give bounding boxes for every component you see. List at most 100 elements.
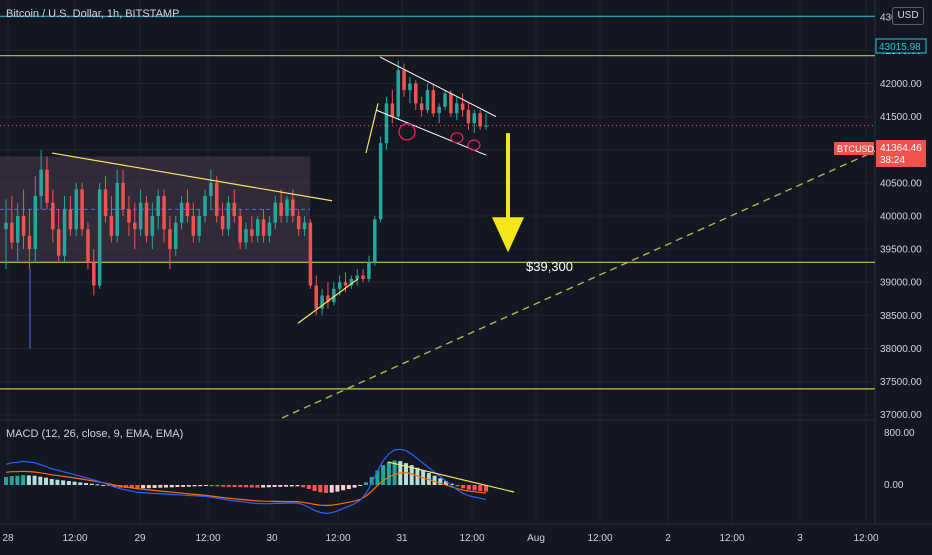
macd-bar-30 — [175, 485, 180, 487]
currency-button[interactable]: USD — [892, 7, 924, 25]
time-tick-0: 28 — [2, 533, 14, 544]
candle-body-38 — [226, 202, 231, 230]
time-tick-7: 12:00 — [459, 533, 484, 544]
price-tick-11: 37500.00 — [880, 377, 922, 388]
macd-bar-16 — [95, 484, 100, 486]
candle-body-28 — [168, 229, 172, 250]
price-tick-7: 39500.00 — [880, 245, 922, 256]
macd-bar-58 — [335, 485, 340, 492]
price-tick-9: 38500.00 — [880, 311, 922, 322]
macd-bar-2 — [15, 475, 20, 485]
candle-body-30 — [179, 202, 184, 223]
macd-bar-12 — [72, 481, 77, 485]
time-tick-9: 12:00 — [587, 533, 612, 544]
dashed-diagonal-trendline — [281, 150, 876, 419]
candle-body-36 — [214, 182, 219, 216]
candle-body-14 — [86, 229, 90, 263]
candle-body-43 — [255, 219, 260, 236]
countdown-tag: 38:24 — [880, 155, 905, 166]
price-axis: 43000.0042500.0042000.0041500.0041000.00… — [880, 13, 922, 491]
macd-pane — [4, 448, 515, 515]
time-tick-5: 12:00 — [325, 533, 350, 544]
candle-body-59 — [349, 278, 354, 286]
macd-bar-62 — [358, 485, 363, 486]
macd-bar-32 — [186, 485, 191, 487]
candle-body-56 — [332, 288, 336, 303]
candle-body-74 — [437, 106, 441, 114]
cyan-level-tag: 43015.98 — [879, 42, 921, 53]
macd-bar-27 — [158, 485, 163, 488]
candle-body-6 — [39, 169, 43, 197]
candle-body-15 — [92, 262, 96, 286]
candle-body-70 — [414, 83, 418, 104]
candle-body-12 — [74, 189, 78, 230]
macd-bar-66 — [381, 465, 386, 485]
macd-bar-54 — [312, 485, 317, 491]
candle-body-81 — [478, 113, 482, 127]
candle-body-47 — [279, 202, 283, 216]
macd-bar-56 — [324, 485, 328, 493]
macd-bar-84 — [484, 485, 488, 492]
macd-bar-23 — [135, 485, 140, 489]
candle-body-1 — [10, 222, 14, 243]
macd-bar-14 — [84, 483, 88, 485]
macd-bar-76 — [438, 478, 443, 485]
time-tick-8: Aug — [527, 533, 545, 544]
channel-upper — [379, 56, 497, 118]
price-tick-10: 38000.00 — [880, 344, 922, 355]
candle-body-57 — [337, 282, 342, 289]
candle-body-11 — [68, 209, 73, 230]
macd-bar-42 — [244, 485, 248, 488]
candle-body-53 — [314, 285, 318, 309]
target-label: $39,300 — [526, 259, 573, 274]
candle-body-37 — [220, 215, 225, 230]
macd-signal-line — [5, 470, 487, 507]
candle-body-61 — [361, 275, 365, 279]
macd-bar-63 — [364, 482, 368, 485]
macd-bar-28 — [164, 485, 168, 488]
rising-wedge-line — [297, 278, 359, 324]
candle-body-44 — [261, 219, 266, 236]
candle-body-25 — [150, 215, 155, 236]
candle-body-67 — [396, 70, 400, 117]
candle-body-39 — [232, 202, 237, 216]
macd-tick-0: 800.00 — [884, 428, 915, 439]
macd-bar-77 — [444, 481, 448, 485]
candle-body-62 — [367, 262, 371, 279]
flag-pole-line — [365, 103, 379, 154]
price-tick-8: 39000.00 — [880, 278, 922, 289]
candle-body-82 — [484, 125, 488, 127]
symbol-tag: BTCUSD — [837, 144, 875, 154]
macd-bar-22 — [129, 485, 134, 489]
candle-body-46 — [273, 202, 278, 223]
candle-body-27 — [162, 196, 166, 230]
macd-bar-48 — [278, 485, 283, 487]
candle-body-9 — [56, 229, 61, 256]
macd-bar-81 — [466, 485, 471, 490]
candle-body-26 — [156, 196, 160, 216]
candle-body-50 — [296, 215, 301, 230]
candle-body-66 — [390, 103, 395, 117]
macd-bar-34 — [198, 485, 203, 487]
candle-body-31 — [185, 202, 190, 216]
macd-divergence-line — [387, 461, 515, 493]
candle-body-33 — [197, 215, 201, 236]
macd-title[interactable]: MACD (12, 26, close, 9, EMA, EMA) — [6, 428, 184, 440]
drawings — [51, 56, 876, 419]
candle-body-79 — [466, 109, 471, 124]
time-tick-6: 31 — [396, 533, 408, 544]
candle-body-64 — [378, 143, 383, 220]
candle-body-2 — [15, 215, 20, 243]
candle-body-63 — [373, 219, 377, 263]
descending-trendline — [51, 152, 333, 202]
time-tick-11: 12:00 — [719, 533, 744, 544]
macd-bar-6 — [38, 476, 43, 485]
candle-body-13 — [80, 189, 84, 230]
macd-bar-35 — [204, 485, 208, 486]
macd-bar-71 — [409, 465, 414, 485]
macd-bar-31 — [181, 485, 186, 487]
candle-body-76 — [449, 93, 453, 114]
